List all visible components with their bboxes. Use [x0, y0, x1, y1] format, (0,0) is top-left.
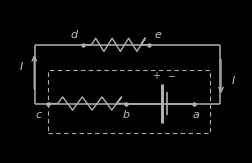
Bar [48, 70, 209, 133]
Text: I: I [20, 62, 23, 72]
Text: −: − [167, 72, 175, 82]
Text: e: e [154, 30, 161, 40]
Text: d: d [70, 30, 77, 40]
Text: a: a [192, 110, 199, 120]
Text: I: I [231, 76, 234, 87]
Text: c: c [36, 110, 42, 120]
Text: +: + [151, 71, 160, 81]
Text: b: b [122, 110, 130, 120]
